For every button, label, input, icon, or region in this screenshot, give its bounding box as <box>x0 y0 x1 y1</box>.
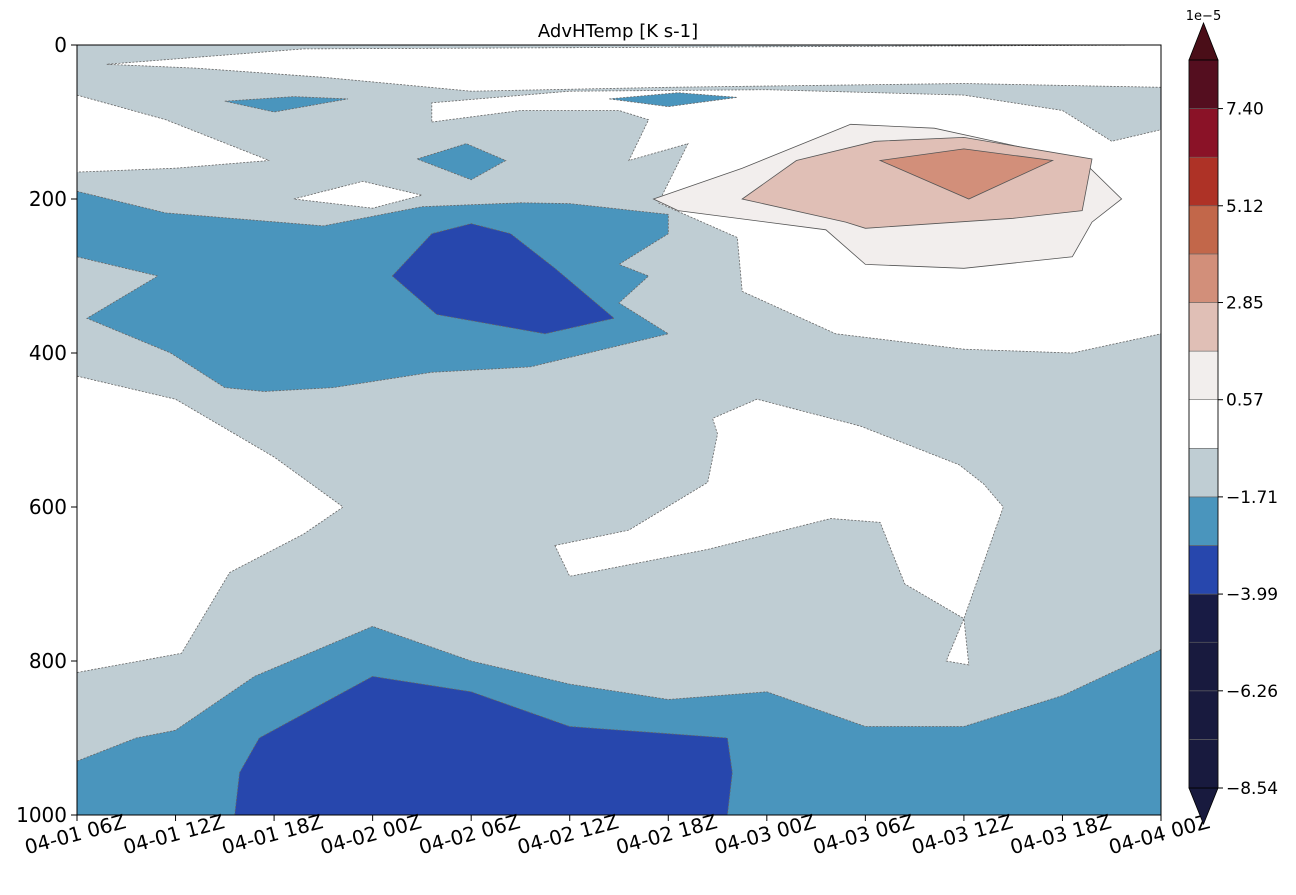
colorbar-tick-label: −3.99 <box>1226 585 1278 605</box>
colorbar-tick-label: 7.40 <box>1226 100 1264 120</box>
colorbar-level-3 <box>1188 593 1219 643</box>
colorbar-level-12 <box>1188 156 1219 207</box>
plot-area <box>76 44 1162 816</box>
contour-region-white-2 <box>554 398 1004 666</box>
contour-region-salmon-16 <box>878 148 1055 200</box>
colorbar-level-5 <box>1188 496 1219 546</box>
colorbar-level-0 <box>1188 739 1219 789</box>
chart-title: AdvHTemp [K s-1] <box>538 21 698 42</box>
y-tick-label: 0 <box>54 33 67 57</box>
y-tick-label: 800 <box>29 649 67 673</box>
x-tick-label: 04-02 00Z <box>318 809 424 859</box>
y-tick-label: 200 <box>29 187 67 211</box>
colorbar-tick-label: 0.57 <box>1226 391 1264 411</box>
x-tick-label: 04-01 12Z <box>121 809 227 859</box>
contour-region-royal-blue-13 <box>234 675 733 816</box>
x-tick-label: 04-02 18Z <box>613 809 719 859</box>
contour-regions <box>76 44 1162 816</box>
colorbar-level-11 <box>1188 205 1219 255</box>
colorbar-multiplier: 1e−5 <box>1186 9 1221 24</box>
x-tick-label: 04-01 18Z <box>219 809 325 859</box>
colorbar-extend-over <box>1188 21 1219 61</box>
colorbar-level-1 <box>1188 690 1219 740</box>
colorbar-level-6 <box>1188 447 1219 498</box>
x-tick-label: 04-03 18Z <box>1007 809 1113 859</box>
contour-region-white-5 <box>293 180 423 209</box>
contour-region-royal-blue-12 <box>391 223 615 335</box>
x-tick-label: 04-03 12Z <box>909 809 1015 859</box>
colorbar-level-4 <box>1188 545 1219 595</box>
colorbar-tick-label: −8.54 <box>1226 779 1278 799</box>
contour-region-mid-blue-9 <box>609 92 738 108</box>
colorbar-frame <box>1188 59 1219 789</box>
y-tick-label: 600 <box>29 495 67 519</box>
colorbar-tick-label: 5.12 <box>1226 197 1264 217</box>
colorbar: −8.54 −6.26 −3.99 −1.71 0.57 2.85 5.12 7.40 1e−5 <box>1186 9 1278 826</box>
contour-region-white-6 <box>106 44 1162 92</box>
x-tick-label: 04-03 00Z <box>712 809 818 859</box>
contour-region-mid-blue-10 <box>415 143 507 181</box>
x-tick-label: 04-04 00Z <box>1106 809 1212 859</box>
colorbar-tick-label: −1.71 <box>1226 488 1278 508</box>
y-tick-label: 1000 <box>16 803 67 827</box>
colorbar-level-2 <box>1188 641 1219 692</box>
colorbar-level-9 <box>1188 302 1219 352</box>
contour-region-mid-blue-8 <box>224 96 349 113</box>
colorbar-level-8 <box>1188 350 1219 401</box>
plot-frame <box>76 44 1162 816</box>
y-tick-label: 400 <box>29 341 67 365</box>
colorbar-level-13 <box>1188 108 1219 158</box>
y-axis: 0 200 400 600 800 1000 <box>16 33 77 827</box>
colorbar-tick-label: −6.26 <box>1226 682 1278 702</box>
x-tick-label: 04-02 12Z <box>515 809 621 859</box>
colorbar-tick-label: 2.85 <box>1226 294 1264 314</box>
colorbar-level-10 <box>1188 253 1219 303</box>
contour-region-white-3 <box>76 94 270 173</box>
colorbar-level-7 <box>1188 399 1219 449</box>
contour-region-white-1 <box>76 375 344 673</box>
x-tick-label: 04-02 06Z <box>416 809 522 859</box>
x-tick-label: 04-03 06Z <box>810 809 916 859</box>
colorbar-level-14 <box>1188 59 1219 109</box>
